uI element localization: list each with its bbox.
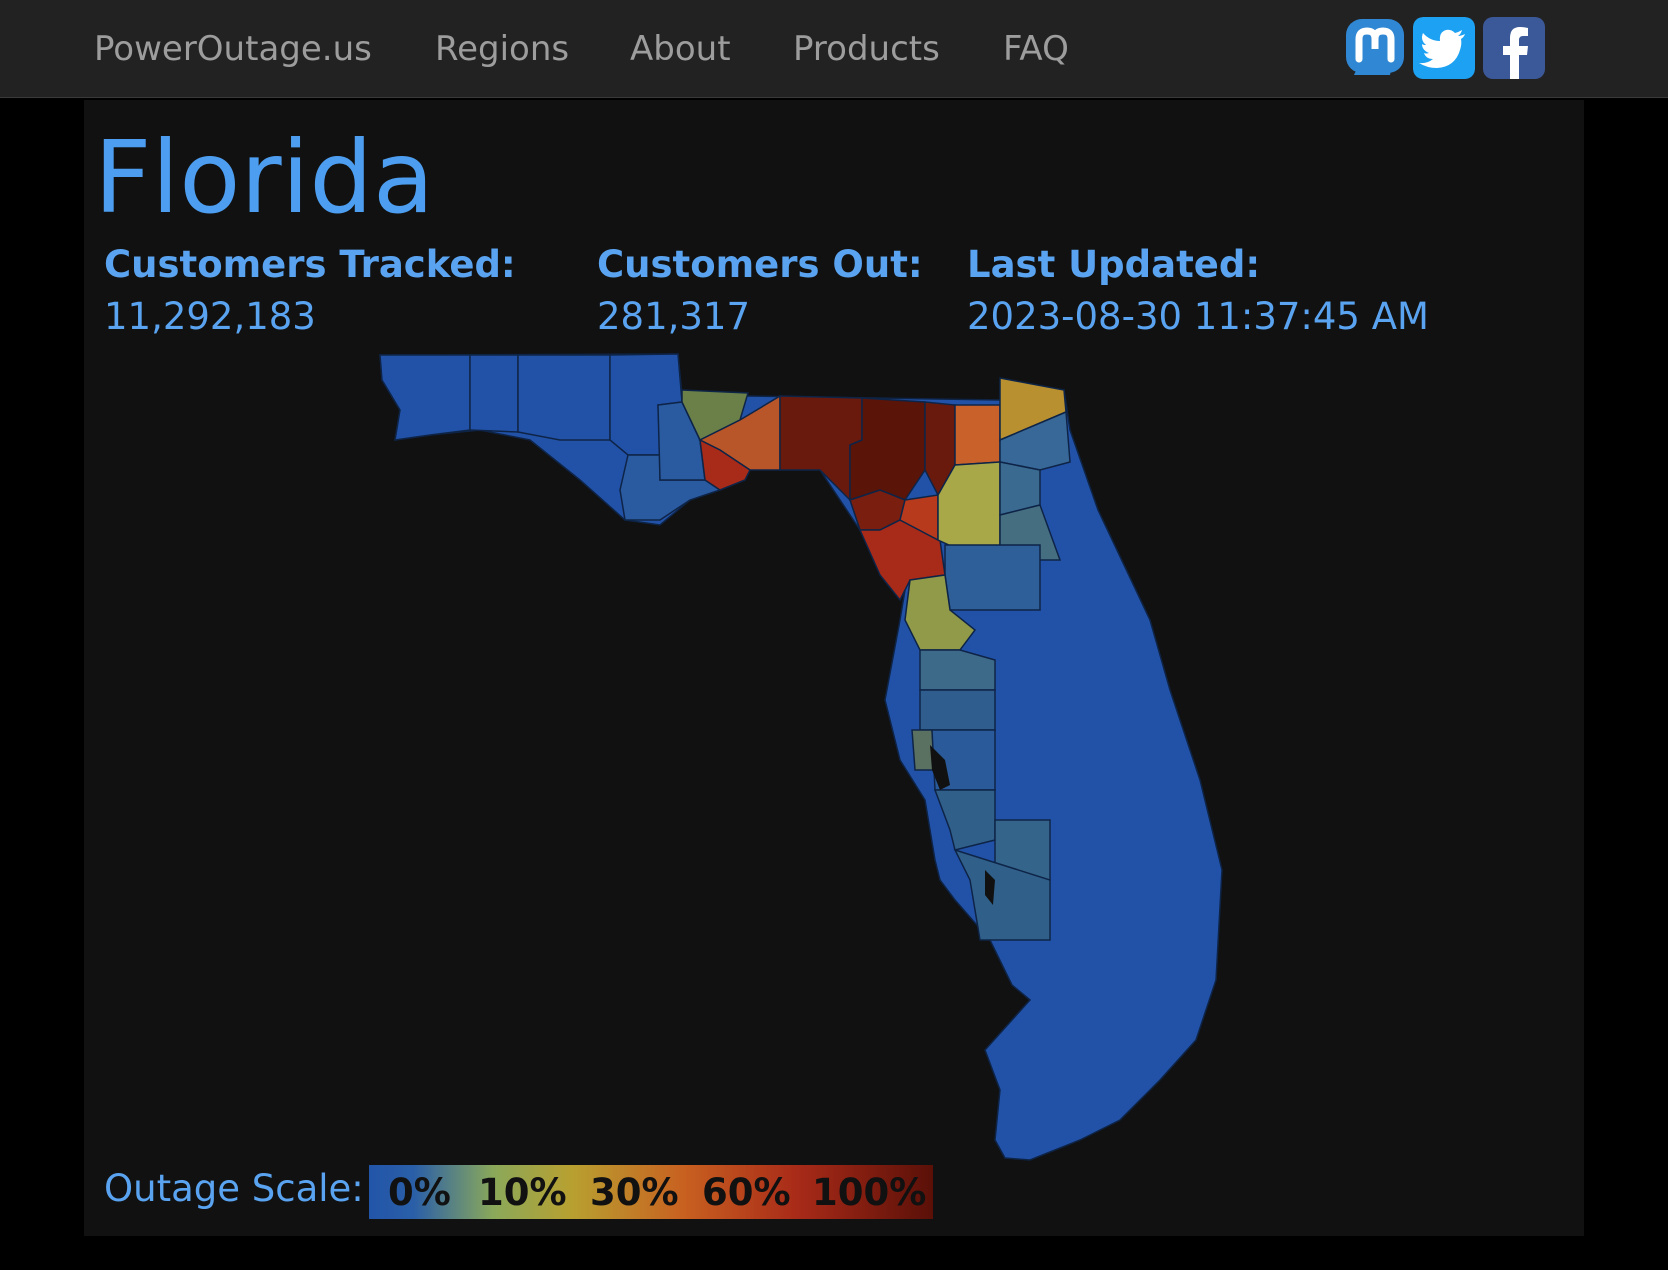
county-region xyxy=(904,574,977,651)
main-container: Florida Customers Tracked: 11,292,183 Cu… xyxy=(84,100,1584,1236)
florida-outage-map xyxy=(379,353,1223,1161)
page-title: Florida xyxy=(94,119,435,236)
charlotte-harbor xyxy=(985,870,995,905)
county-region xyxy=(919,649,996,691)
scale-tick-10: 10% xyxy=(478,1171,567,1214)
nav-link-products[interactable]: Products xyxy=(793,29,940,69)
nav-link-regions[interactable]: Regions xyxy=(435,29,570,69)
customers-tracked-label: Customers Tracked: xyxy=(104,243,516,286)
last-updated-value: 2023-08-30 11:37:45 AM xyxy=(967,295,1429,338)
county-region xyxy=(944,544,1041,611)
county-region xyxy=(379,354,471,441)
mastodon-icon[interactable] xyxy=(1344,17,1406,79)
scale-tick-100: 100% xyxy=(812,1171,927,1214)
county-region xyxy=(849,397,926,502)
scale-tick-0: 0% xyxy=(388,1171,451,1214)
brand-link[interactable]: PowerOutage.us xyxy=(94,29,372,69)
tampa-bay xyxy=(930,745,950,790)
facebook-icon[interactable] xyxy=(1483,17,1545,79)
scale-tick-60: 60% xyxy=(702,1171,791,1214)
scale-tick-30: 30% xyxy=(590,1171,679,1214)
county-region xyxy=(954,404,1001,466)
outage-scale-bar: 0% 10% 30% 60% 100% xyxy=(369,1165,933,1219)
florida-state-shape xyxy=(379,353,1223,1161)
county-region xyxy=(469,354,519,433)
county-region xyxy=(953,848,1051,941)
county-region xyxy=(999,410,1071,471)
county-region xyxy=(919,689,996,731)
outage-scale-label: Outage Scale: xyxy=(104,1167,364,1210)
navbar: PowerOutage.us Regions About Products FA… xyxy=(0,0,1668,98)
last-updated-label: Last Updated: xyxy=(967,243,1261,286)
customers-out-label: Customers Out: xyxy=(597,243,923,286)
county-region xyxy=(699,438,751,491)
nav-link-faq[interactable]: FAQ xyxy=(1003,29,1069,69)
county-region xyxy=(933,789,996,851)
county-region xyxy=(517,354,611,441)
nav-link-about[interactable]: About xyxy=(630,29,731,69)
twitter-icon[interactable] xyxy=(1413,17,1475,79)
customers-tracked-value: 11,292,183 xyxy=(104,295,316,338)
customers-out-value: 281,317 xyxy=(597,295,751,338)
